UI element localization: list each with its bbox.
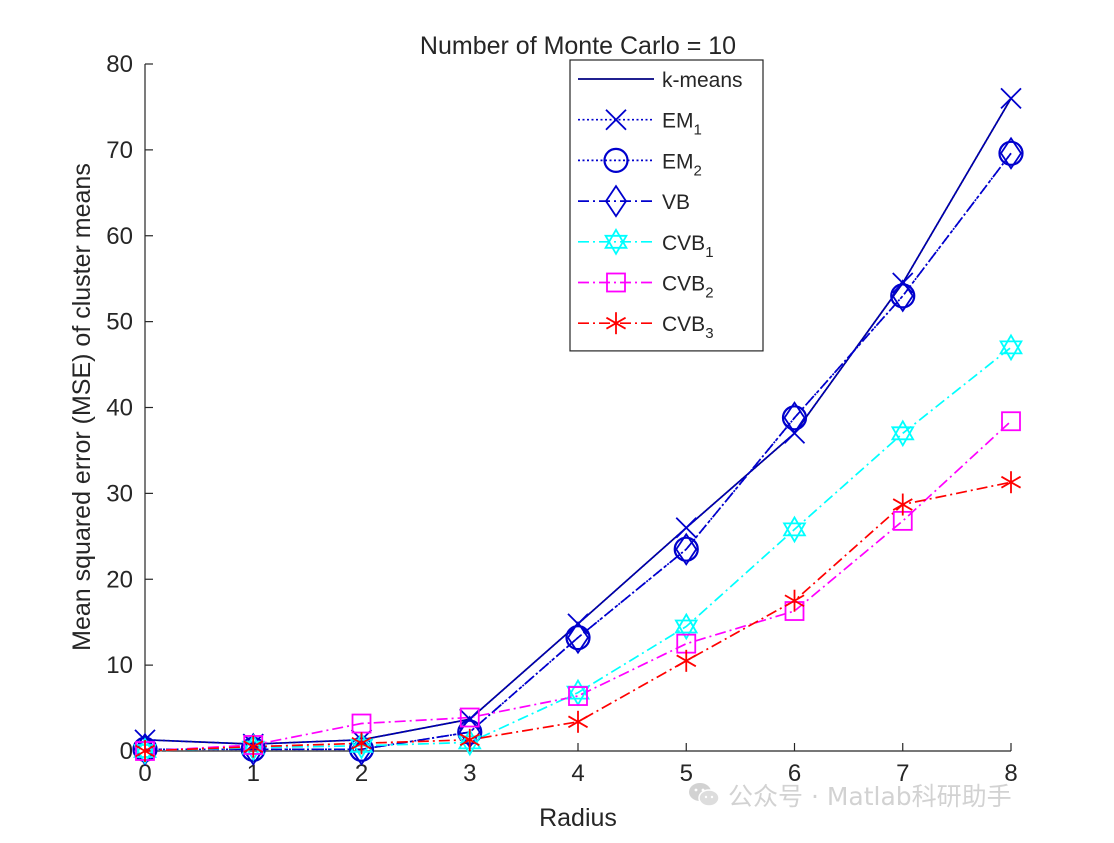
legend-marker — [604, 228, 628, 256]
legend-marker — [603, 147, 629, 173]
y-tick-label: 70 — [106, 137, 133, 164]
data-point-em2-4 — [565, 625, 591, 651]
x-tick-label: 4 — [571, 760, 584, 787]
legend-marker — [605, 109, 627, 131]
legend-entry: VB — [578, 184, 690, 218]
data-point-em2-6 — [781, 405, 808, 431]
watermark: 公众号 · Matlab科研助手 — [688, 778, 1012, 812]
data-point-vb-6 — [783, 401, 806, 435]
watermark-text: 公众号 · Matlab科研助手 — [728, 782, 1012, 811]
y-tick-label: 40 — [106, 395, 133, 422]
data-point-cvb1-5 — [674, 612, 699, 641]
legend-entry: CVB3 — [578, 312, 714, 342]
data-point-cvb3-4 — [567, 710, 589, 733]
axes: Number of Monte Carlo = 10 Radius Mean s… — [68, 32, 736, 832]
legend-marker — [605, 312, 627, 335]
data-point-vb-4 — [566, 621, 590, 655]
data-point-cvb3-0 — [134, 740, 156, 762]
y-tick-label: 10 — [106, 652, 133, 679]
series-line-em1 — [144, 97, 1012, 745]
data-point-cvb3-8 — [1000, 471, 1022, 494]
data-point-em1-8 — [1000, 87, 1022, 109]
legend-entry: k-means — [578, 69, 743, 92]
x-tick-label: 5 — [680, 760, 693, 787]
data-point-em1-5 — [675, 517, 697, 539]
data-point-cvb3-3 — [459, 728, 480, 751]
data-point-vb-8 — [999, 136, 1023, 170]
data-point-cvb2-4 — [568, 686, 588, 706]
legend-label: EM1 — [662, 110, 702, 139]
data-point-cvb1-8 — [999, 333, 1023, 362]
legend-entry: EM1 — [578, 109, 702, 139]
data-point-cvb3-1 — [243, 735, 264, 758]
data-point-cvb2-3 — [459, 707, 480, 728]
data-point-em2-5 — [673, 536, 699, 562]
legend-label: k-means — [662, 69, 743, 92]
legend-label: VB — [662, 191, 690, 214]
data-point-cvb1-6 — [782, 515, 807, 544]
x-axis-label: Radius — [539, 804, 617, 832]
legend-entry: CVB1 — [578, 228, 714, 261]
y-tick-label: 60 — [106, 223, 133, 250]
y-tick-label: 30 — [106, 480, 133, 507]
data-point-cvb3-6 — [784, 589, 805, 612]
data-point-em2-8 — [998, 140, 1024, 166]
y-tick-label: 20 — [106, 566, 133, 593]
x-tick-label: 2 — [355, 760, 368, 787]
data-point-em2-7 — [890, 283, 916, 309]
x-tick-label: 7 — [896, 760, 909, 787]
legend-label: CVB3 — [662, 313, 714, 342]
wechat-icon — [689, 783, 720, 807]
x-tick-label: 1 — [247, 760, 260, 787]
y-tick-label: 80 — [106, 51, 133, 78]
series-line-cvb3 — [144, 481, 1012, 752]
y-tick-label: 0 — [120, 738, 133, 765]
legend-entry: CVB2 — [578, 273, 714, 302]
data-point-cvb1-7 — [890, 419, 915, 448]
y-tick-label: 50 — [106, 309, 133, 336]
series-line-cvb1 — [144, 346, 1012, 752]
x-tick-label: 3 — [463, 760, 476, 787]
y-axis-label: Mean squared error (MSE) of cluster mean… — [68, 163, 96, 651]
data-point-vb-5 — [675, 532, 698, 566]
chart-title: Number of Monte Carlo = 10 — [420, 32, 736, 60]
data-point-cvb3-2 — [351, 732, 372, 755]
data-point-vb-1 — [242, 732, 265, 766]
legend-label: EM2 — [662, 150, 702, 179]
x-tick-label: 0 — [138, 760, 151, 787]
legend-box — [569, 59, 764, 352]
legend-marker — [604, 184, 628, 218]
legend-marker — [606, 272, 626, 293]
x-tick-label: 6 — [788, 760, 801, 787]
legend-label: CVB2 — [662, 273, 714, 302]
series-line-vb — [145, 152, 1012, 751]
legend: k-means EM1 EM2 VB CVB1 CVB2 CVB3 — [569, 59, 764, 352]
data-point-cvb3-5 — [676, 649, 697, 672]
data-point-vb-7 — [891, 279, 914, 313]
series-line-cvb2 — [144, 420, 1012, 752]
legend-entry: EM2 — [578, 147, 702, 179]
x-tick-label: 8 — [1004, 760, 1017, 787]
data-point-cvb2-8 — [1001, 411, 1021, 432]
legend-label: CVB1 — [662, 232, 714, 261]
data-point-cvb3-7 — [892, 493, 913, 516]
